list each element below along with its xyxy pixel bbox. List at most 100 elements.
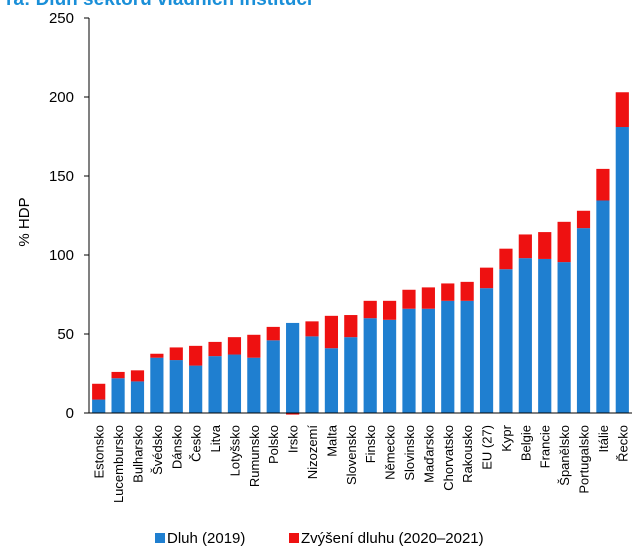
axes-layer: Estonsko Lucembursko Bulharsko Švédsko Dánsk… — [49, 10, 632, 503]
bar-debt-2019 — [130, 381, 145, 413]
bar-debt-2019 — [305, 336, 319, 413]
bar-debt-increase — [596, 168, 610, 201]
x-tick-label: Lucembursko — [111, 425, 126, 503]
bar-debt-increase — [576, 210, 591, 229]
legend: Dluh (2019) Zvýšení dluhu (2020–2021) — [155, 530, 484, 547]
bar-debt-2019 — [92, 399, 106, 413]
bar-debt-increase — [499, 248, 513, 270]
bar-debt-increase — [227, 337, 242, 355]
x-tick-label: Dánsko — [169, 425, 184, 469]
bar-debt-2019 — [324, 348, 339, 413]
bar-debt-increase — [150, 353, 164, 358]
x-tick-label: Litva — [208, 424, 223, 452]
x-tick-label: Rakousko — [460, 425, 475, 483]
bar-debt-increase — [538, 232, 552, 259]
x-tick-label: Estonsko — [92, 425, 107, 478]
bar-debt-increase — [460, 281, 474, 301]
y-tick-label: 100 — [49, 247, 74, 264]
x-tick-label: Chorvatsko — [441, 425, 456, 491]
bar-debt-2019 — [150, 357, 164, 413]
bar-debt-increase — [324, 315, 339, 349]
legend-swatch — [289, 533, 299, 543]
bar-debt-increase — [441, 283, 455, 301]
x-tick-label: Finsko — [363, 425, 378, 463]
x-tick-label: Slovensko — [344, 425, 359, 485]
legend-label: Dluh (2019) — [167, 530, 245, 547]
bar-debt-2019 — [286, 322, 300, 413]
x-tick-label: Irsko — [286, 425, 301, 453]
bar-debt-2019 — [266, 340, 280, 413]
x-tick-label: Kypr — [499, 424, 514, 451]
bar-debt-2019 — [518, 258, 532, 413]
bars-layer — [92, 92, 629, 415]
y-tick-label: 50 — [57, 326, 74, 343]
bar-debt-increase — [363, 300, 377, 319]
bar-debt-2019 — [479, 288, 494, 413]
y-tick-label: 0 — [66, 405, 74, 422]
y-tick-label: 250 — [49, 10, 74, 27]
x-tick-label: Švédsko — [150, 425, 165, 475]
bar-debt-increase — [305, 321, 319, 337]
bar-debt-increase — [286, 413, 300, 415]
x-tick-label: Slovinsko — [402, 425, 417, 481]
bar-debt-2019 — [344, 337, 358, 413]
bar-debt-2019 — [189, 365, 203, 413]
bar-debt-increase — [130, 370, 145, 382]
x-tick-label: Portugalsko — [577, 425, 592, 494]
legend-swatch — [155, 533, 165, 543]
bar-debt-2019 — [557, 262, 571, 413]
bar-debt-2019 — [538, 258, 552, 413]
bar-debt-increase — [402, 289, 416, 309]
y-tick-label: 200 — [49, 89, 74, 106]
bar-debt-2019 — [596, 200, 610, 413]
x-tick-label: Francie — [538, 425, 553, 468]
chart-title: ra: Dluh sektoru vládních institucí — [6, 0, 626, 11]
x-tick-label: EU (27) — [480, 425, 495, 470]
bar-debt-2019 — [227, 354, 242, 413]
x-tick-label: Maďarsko — [421, 425, 436, 483]
bar-debt-2019 — [169, 360, 183, 413]
bar-debt-2019 — [615, 127, 629, 414]
bar-debt-2019 — [421, 308, 435, 413]
x-tick-label: Španělsko — [557, 425, 572, 486]
bar-debt-2019 — [111, 378, 125, 413]
x-tick-label: Řecko — [615, 425, 630, 462]
x-tick-label: Belgie — [518, 425, 533, 461]
bar-debt-increase — [111, 371, 125, 379]
x-tick-label: Nizozemí — [305, 425, 320, 480]
y-tick-label: 150 — [49, 168, 74, 185]
bar-debt-increase — [421, 287, 435, 309]
bar-debt-increase — [479, 267, 494, 289]
bar-debt-increase — [169, 347, 183, 361]
bar-debt-increase — [518, 234, 532, 259]
bar-debt-increase — [615, 92, 629, 128]
x-tick-label: Itálie — [596, 425, 611, 452]
x-tick-label: Polsko — [266, 425, 281, 464]
bar-debt-increase — [266, 326, 280, 341]
bar-debt-2019 — [499, 269, 513, 413]
bar-debt-2019 — [363, 318, 377, 413]
x-tick-label: Německo — [383, 425, 398, 480]
bar-debt-increase — [382, 300, 397, 320]
bar-debt-2019 — [441, 300, 455, 413]
y-axis-label: % HDP — [16, 197, 33, 246]
x-tick-label: Malta — [324, 424, 339, 457]
bar-debt-2019 — [247, 357, 261, 413]
bar-debt-increase — [247, 334, 261, 358]
bar-debt-increase — [208, 341, 222, 357]
bar-debt-2019 — [576, 228, 591, 413]
x-tick-label: Bulharsko — [130, 425, 145, 483]
bar-debt-2019 — [382, 319, 397, 413]
bar-debt-2019 — [402, 308, 416, 413]
bar-debt-increase — [189, 345, 203, 366]
bar-debt-increase — [557, 221, 571, 263]
x-tick-label: Rumunsko — [247, 425, 262, 487]
bar-debt-increase — [344, 315, 358, 338]
x-tick-label: Lotyšsko — [227, 425, 242, 476]
bar-debt-2019 — [208, 356, 222, 413]
x-tick-label: Česko — [189, 425, 204, 462]
bar-debt-2019 — [460, 300, 474, 413]
legend-label: Zvýšení dluhu (2020–2021) — [301, 530, 484, 547]
bar-debt-increase — [92, 383, 106, 400]
